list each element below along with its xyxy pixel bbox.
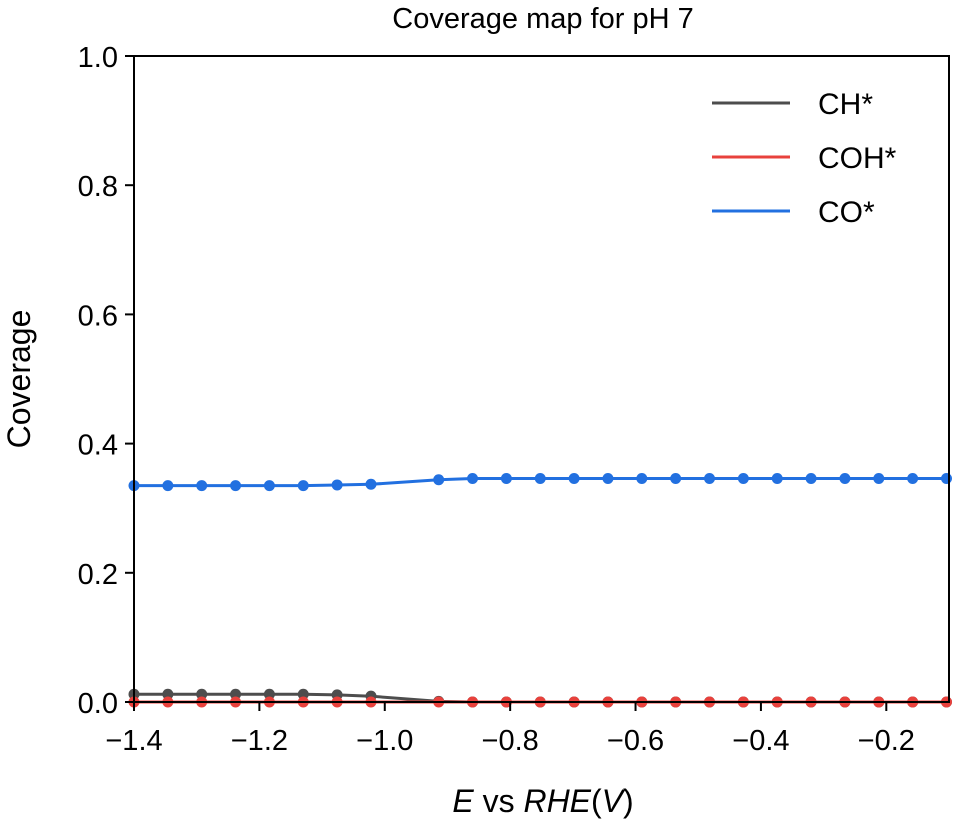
data-point-co xyxy=(940,472,952,484)
x-tick-label: −1.0 xyxy=(356,725,413,757)
series-layer xyxy=(128,472,952,708)
y-tick-label: 0.4 xyxy=(78,430,118,462)
x-tick-label: −0.6 xyxy=(607,725,664,757)
data-point-co xyxy=(331,479,343,491)
legend-item-co: CO* xyxy=(712,196,875,229)
x-tick-label: −1.4 xyxy=(105,725,162,757)
data-point-co xyxy=(433,474,445,486)
data-point-co xyxy=(670,472,682,484)
x-axis-title-rhe: RHE xyxy=(523,783,591,819)
x-axis-ticks: −1.4 −1.2 −1.0 −0.8 −0.6 −0.4 −0.2 xyxy=(105,702,915,757)
y-tick-label: 0.2 xyxy=(78,559,118,591)
data-point-co xyxy=(737,472,749,484)
x-axis-title-paren-close: ) xyxy=(623,783,634,819)
data-point-co xyxy=(568,472,580,484)
data-point-co xyxy=(704,472,716,484)
data-point-ch xyxy=(297,688,309,700)
x-axis-title-e: E xyxy=(452,783,474,819)
x-tick-label: −0.2 xyxy=(858,725,915,757)
data-point-co xyxy=(636,472,648,484)
data-point-co xyxy=(365,478,377,490)
plot-frame xyxy=(133,55,950,703)
data-point-co xyxy=(839,472,851,484)
x-axis-title-v: V xyxy=(602,783,626,819)
x-axis-title-vs: vs xyxy=(474,783,524,819)
data-point-co xyxy=(467,472,479,484)
data-point-co xyxy=(771,472,783,484)
legend-label-coh: COH* xyxy=(818,142,897,175)
data-point-co xyxy=(196,480,208,492)
y-tick-label: 1.0 xyxy=(78,42,118,74)
legend-label-ch: CH* xyxy=(818,88,873,121)
data-point-ch xyxy=(230,688,242,700)
y-tick-label: 0.0 xyxy=(78,688,118,720)
legend-item-coh: COH* xyxy=(712,142,897,175)
series-co xyxy=(128,472,952,492)
x-axis-title-paren-open: ( xyxy=(591,783,602,819)
data-point-ch xyxy=(263,688,275,700)
y-axis-title: Coverage xyxy=(1,310,37,449)
data-point-ch xyxy=(162,688,174,700)
data-point-co xyxy=(162,480,174,492)
data-point-co xyxy=(500,472,512,484)
data-point-ch xyxy=(196,688,208,700)
data-point-co xyxy=(230,480,242,492)
series-line-co xyxy=(134,476,947,488)
data-point-co xyxy=(873,472,885,484)
legend: CH* COH* CO* xyxy=(712,88,897,229)
y-tick-label: 0.8 xyxy=(78,171,118,203)
data-point-co xyxy=(602,472,614,484)
legend-label-co: CO* xyxy=(818,196,875,229)
data-point-co xyxy=(534,472,546,484)
y-tick-label: 0.6 xyxy=(78,300,118,332)
x-tick-label: −0.4 xyxy=(732,725,789,757)
y-axis-ticks: 0.0 0.2 0.4 0.6 0.8 1.0 xyxy=(78,42,134,720)
data-point-co xyxy=(805,472,817,484)
chart-title: Coverage map for pH 7 xyxy=(392,3,693,35)
x-tick-label: −1.2 xyxy=(231,725,288,757)
data-point-co xyxy=(297,480,309,492)
data-point-co xyxy=(907,472,919,484)
x-tick-label: −0.8 xyxy=(482,725,539,757)
legend-item-ch: CH* xyxy=(712,88,873,121)
data-point-co xyxy=(263,480,275,492)
x-axis-title: E vs RHE(V) xyxy=(452,783,633,819)
